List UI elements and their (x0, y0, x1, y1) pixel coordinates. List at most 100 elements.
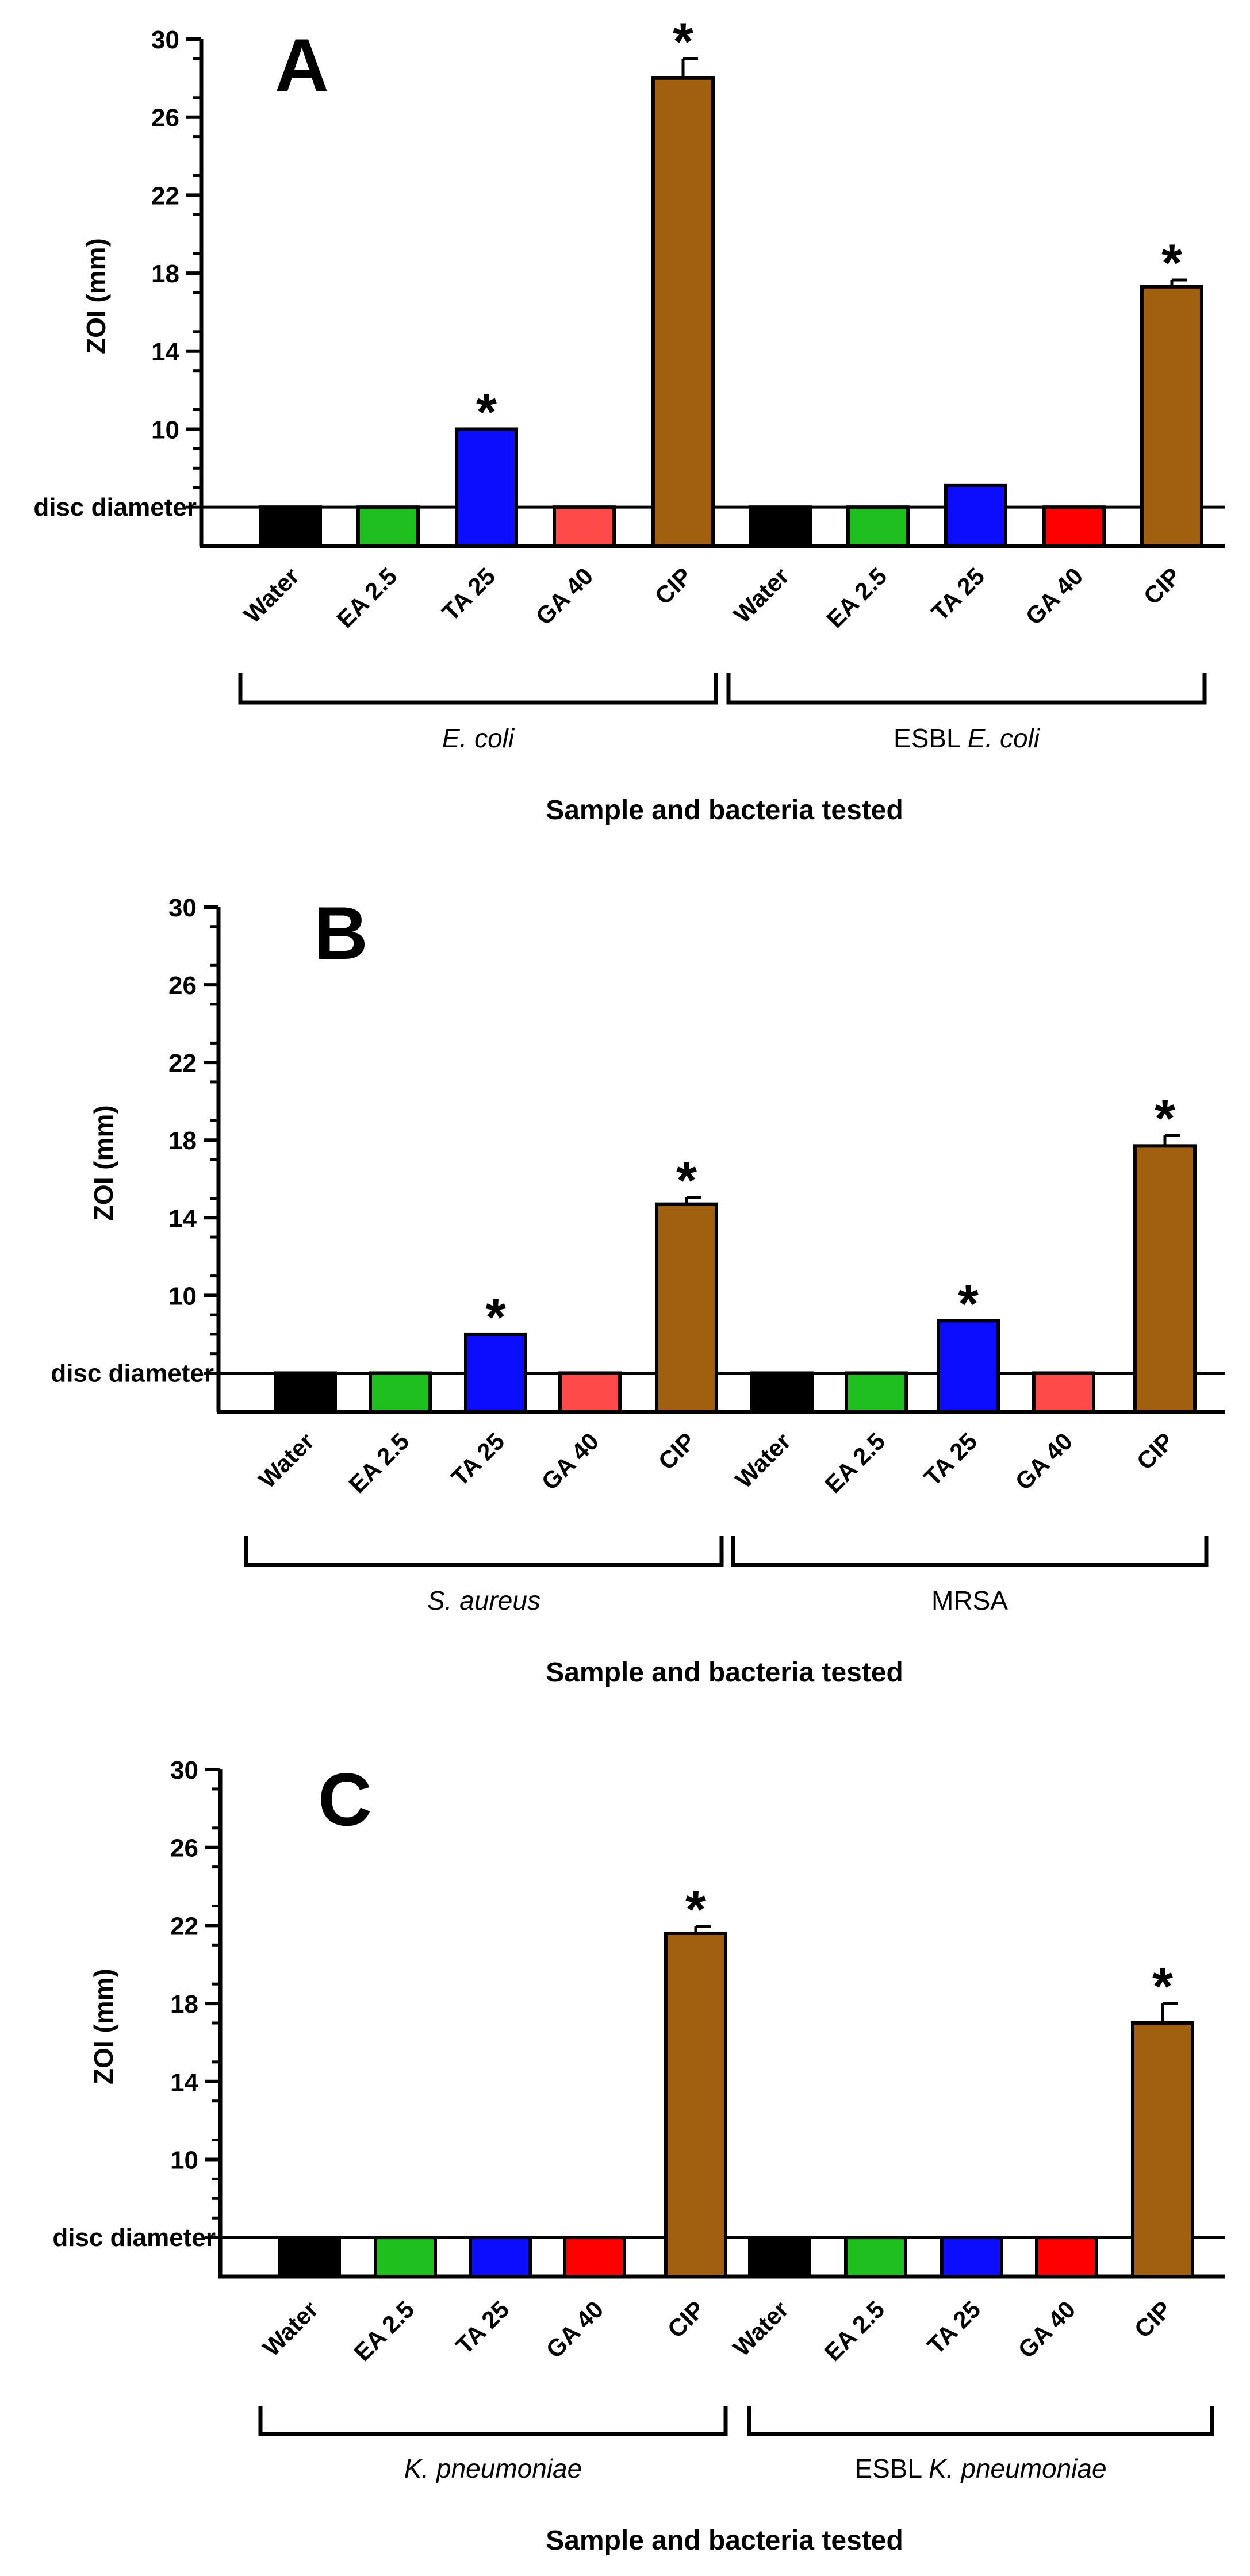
bar-ea-2-5 (845, 1371, 908, 1414)
group-label-species: S. aureus (427, 1585, 540, 1615)
group-label: ESBL K. pneumoniae (854, 2454, 1106, 2483)
group-label-prefix: ESBL (894, 723, 968, 753)
x-axis-title: Sample and bacteria tested (546, 2525, 903, 2556)
panel-label: A (275, 23, 329, 107)
bar-ga-40 (563, 2236, 626, 2278)
bar-ta-25 (455, 427, 518, 548)
x-tick-label: CIP (650, 562, 697, 610)
panel-c: 30 26 22 18 14 10 disc diameter ZOI (mm) C Water E… (52, 1756, 1225, 2556)
x-tick-label: CIP (1132, 1427, 1179, 1475)
y-tick-label: 18 (168, 1127, 197, 1155)
y-axis-title: ZOI (mm) (89, 1105, 118, 1221)
disc-diameter-label: disc diameter (52, 2224, 216, 2252)
bar-water (749, 505, 812, 548)
x-tick-label: GA 40 (1010, 1427, 1078, 1495)
x-tick-label: EA 2.5 (331, 562, 402, 633)
y-tick-label: 18 (170, 1990, 198, 2018)
y-tick-label: 30 (170, 1756, 198, 1784)
x-tick-label: Water (254, 1427, 320, 1494)
x-tick-label: TA 25 (919, 1427, 983, 1491)
bar-ta-25 (469, 2236, 532, 2278)
bar-cip (651, 76, 715, 548)
panel-label: B (314, 891, 368, 975)
significance-star: * (676, 1151, 697, 1210)
bar-cip (1140, 285, 1203, 548)
bar-water (748, 2236, 811, 2278)
x-axis-title: Sample and bacteria tested (546, 795, 903, 826)
bar-ea-2-5 (356, 505, 420, 548)
bar-ga-40 (1042, 505, 1106, 548)
x-tick-label: GA 40 (1013, 2295, 1080, 2363)
group-label: MRSA (931, 1585, 1008, 1615)
x-tick-label: GA 40 (536, 1427, 604, 1495)
group-bracket (258, 2406, 728, 2436)
group-label-prefix: ESBL (854, 2454, 929, 2483)
group-label-species: E. coli (968, 723, 1041, 753)
panel-b: 30 26 22 18 14 10 disc diameter ZOI (mm) B Water E… (51, 891, 1225, 1688)
bar-ta-25 (940, 2236, 1003, 2278)
group-label: ESBL E. coli (894, 723, 1041, 753)
x-tick-label: TA 25 (451, 2295, 515, 2359)
y-tick-label: 30 (168, 894, 197, 922)
significance-star: * (1161, 234, 1182, 293)
y-tick-label: 10 (151, 416, 179, 444)
bar-cip (664, 1931, 727, 2278)
x-tick-label: CIP (1138, 562, 1186, 610)
bar-cip (1133, 1144, 1197, 1414)
y-tick-label: 18 (151, 260, 179, 288)
y-tick-label: 14 (151, 338, 179, 366)
y-tick-label: 26 (168, 972, 197, 1000)
bar-ta-25 (464, 1332, 527, 1414)
group-label: S. aureus (427, 1585, 540, 1615)
significance-star: * (673, 13, 693, 71)
bar-cip (655, 1202, 718, 1414)
group-bracket (731, 1536, 1209, 1567)
x-tick-label: Water (728, 562, 795, 628)
group-label-species: K. pneumoniae (929, 2454, 1106, 2483)
bar-ea-2-5 (846, 505, 910, 548)
significance-star: * (476, 383, 497, 442)
bar-cip (1131, 2021, 1194, 2278)
group-bracket (726, 673, 1207, 705)
bar-ga-40 (553, 505, 616, 548)
bar-ga-40 (1032, 1371, 1095, 1414)
bar-ea-2-5 (369, 1371, 432, 1414)
x-axis-title: Sample and bacteria tested (546, 1657, 903, 1688)
disc-diameter-label: disc diameter (33, 493, 197, 521)
group-label-species: K. pneumoniae (404, 2454, 582, 2483)
x-tick-label: Water (239, 562, 305, 628)
bar-ea-2-5 (844, 2236, 907, 2278)
y-tick-label: 14 (170, 2068, 198, 2097)
y-tick-label: 22 (151, 182, 179, 210)
y-tick-label: 26 (151, 104, 179, 132)
y-tick-label: 26 (170, 1834, 198, 1863)
panel-label: C (318, 1757, 372, 1841)
bar-water (274, 1371, 337, 1414)
y-tick-label: 30 (151, 26, 179, 54)
group-bracket (238, 673, 718, 705)
x-tick-label: Water (258, 2295, 324, 2362)
y-axis-title: ZOI (mm) (89, 1968, 118, 2084)
group-label-species: E. coli (442, 723, 515, 753)
bar-water (278, 2236, 341, 2278)
x-tick-label: TA 25 (446, 1427, 510, 1491)
x-tick-label: CIP (1129, 2295, 1177, 2343)
disc-diameter-label: disc diameter (51, 1359, 214, 1387)
x-tick-label: GA 40 (1020, 562, 1088, 630)
x-tick-label: Water (730, 1427, 796, 1494)
group-bracket (747, 2406, 1214, 2436)
significance-star: * (1155, 1089, 1175, 1148)
bar-ga-40 (1035, 2236, 1098, 2278)
x-tick-label: GA 40 (530, 562, 598, 630)
x-tick-label: CIP (653, 1427, 701, 1475)
panel-a: 30 26 22 18 14 10 disc diameter ZOI (mm) A Water E… (33, 13, 1225, 826)
y-tick-label: 14 (168, 1204, 197, 1233)
bar-ta-25 (937, 1319, 1000, 1414)
group-bracket (244, 1536, 724, 1567)
x-tick-label: EA 2.5 (343, 1427, 414, 1498)
y-axis-title: ZOI (mm) (81, 238, 111, 354)
group-label: E. coli (442, 723, 515, 753)
y-tick-label: 10 (170, 2146, 198, 2174)
